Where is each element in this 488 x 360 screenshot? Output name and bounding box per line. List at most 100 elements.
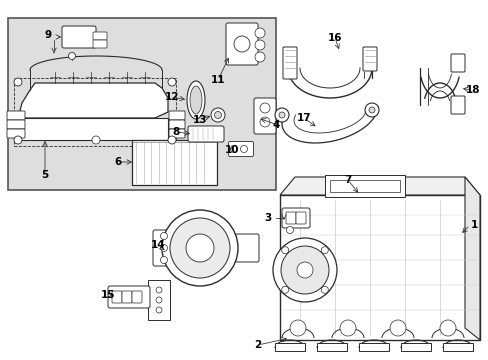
Circle shape [234,36,249,52]
Circle shape [160,233,167,239]
Bar [18,118,168,140]
Circle shape [274,108,288,122]
FancyBboxPatch shape [295,212,305,224]
Polygon shape [464,177,479,340]
FancyBboxPatch shape [228,141,253,157]
FancyBboxPatch shape [7,111,25,120]
FancyBboxPatch shape [132,291,142,303]
Text: 17: 17 [296,113,311,123]
Circle shape [170,218,229,278]
Circle shape [168,136,176,144]
Bar [132,140,217,185]
Bar [148,280,170,320]
Text: 6: 6 [114,157,122,167]
Bar [274,343,305,351]
Text: 11: 11 [210,75,225,85]
Circle shape [168,78,176,86]
Bar [400,343,430,351]
Text: 10: 10 [224,145,239,155]
Circle shape [160,244,167,252]
Circle shape [156,297,162,303]
Circle shape [156,287,162,293]
FancyBboxPatch shape [112,291,122,303]
Circle shape [162,210,238,286]
Text: 18: 18 [465,85,479,95]
FancyBboxPatch shape [450,54,464,72]
Circle shape [254,28,264,38]
FancyBboxPatch shape [153,230,175,266]
FancyBboxPatch shape [187,126,224,142]
Bar [14,78,176,146]
Circle shape [439,320,455,336]
Bar [316,343,346,351]
Circle shape [339,320,355,336]
Circle shape [254,40,264,50]
Text: 12: 12 [164,92,179,102]
Circle shape [389,320,405,336]
Text: 2: 2 [254,340,261,350]
Polygon shape [18,83,168,118]
Circle shape [289,320,305,336]
Bar [280,195,479,340]
FancyBboxPatch shape [450,96,464,114]
Text: 16: 16 [327,33,342,43]
Text: 9: 9 [45,30,52,40]
Bar [442,343,472,351]
Circle shape [281,247,288,254]
Text: 8: 8 [172,127,179,137]
Circle shape [14,78,22,86]
Circle shape [210,108,224,122]
Text: 15: 15 [101,290,115,300]
Text: 3: 3 [264,213,271,223]
Text: 4: 4 [272,120,280,130]
FancyBboxPatch shape [169,129,184,138]
FancyBboxPatch shape [7,120,25,129]
Bar [325,175,404,197]
FancyBboxPatch shape [285,212,295,224]
FancyBboxPatch shape [169,111,184,120]
Bar [329,180,399,192]
Circle shape [260,117,269,127]
FancyBboxPatch shape [7,129,25,138]
FancyBboxPatch shape [362,47,376,71]
Ellipse shape [190,86,202,114]
FancyBboxPatch shape [235,234,259,262]
Text: 7: 7 [344,175,351,185]
FancyBboxPatch shape [122,291,132,303]
Text: 5: 5 [41,170,48,180]
Circle shape [230,145,237,153]
FancyBboxPatch shape [253,98,275,134]
Circle shape [321,247,327,254]
Circle shape [286,226,293,234]
Circle shape [14,136,22,144]
Circle shape [296,262,312,278]
Circle shape [214,112,221,118]
Circle shape [368,107,374,113]
Bar [8,18,275,190]
FancyBboxPatch shape [93,40,107,48]
Text: 14: 14 [150,240,165,250]
Circle shape [281,286,288,293]
Circle shape [156,307,162,313]
FancyBboxPatch shape [283,47,296,79]
Text: 13: 13 [192,115,207,125]
Circle shape [160,256,167,264]
FancyBboxPatch shape [225,23,258,65]
FancyBboxPatch shape [282,208,309,228]
Circle shape [254,52,264,62]
Polygon shape [280,177,479,195]
Bar [358,343,388,351]
Circle shape [260,103,269,113]
Circle shape [321,286,327,293]
Circle shape [185,234,214,262]
Circle shape [92,136,100,144]
Circle shape [272,238,336,302]
Circle shape [279,112,285,118]
Circle shape [281,246,328,294]
Circle shape [68,53,75,59]
FancyBboxPatch shape [108,286,150,308]
FancyBboxPatch shape [62,26,96,48]
Text: 1: 1 [470,220,477,230]
FancyBboxPatch shape [93,32,107,40]
Circle shape [240,145,247,153]
